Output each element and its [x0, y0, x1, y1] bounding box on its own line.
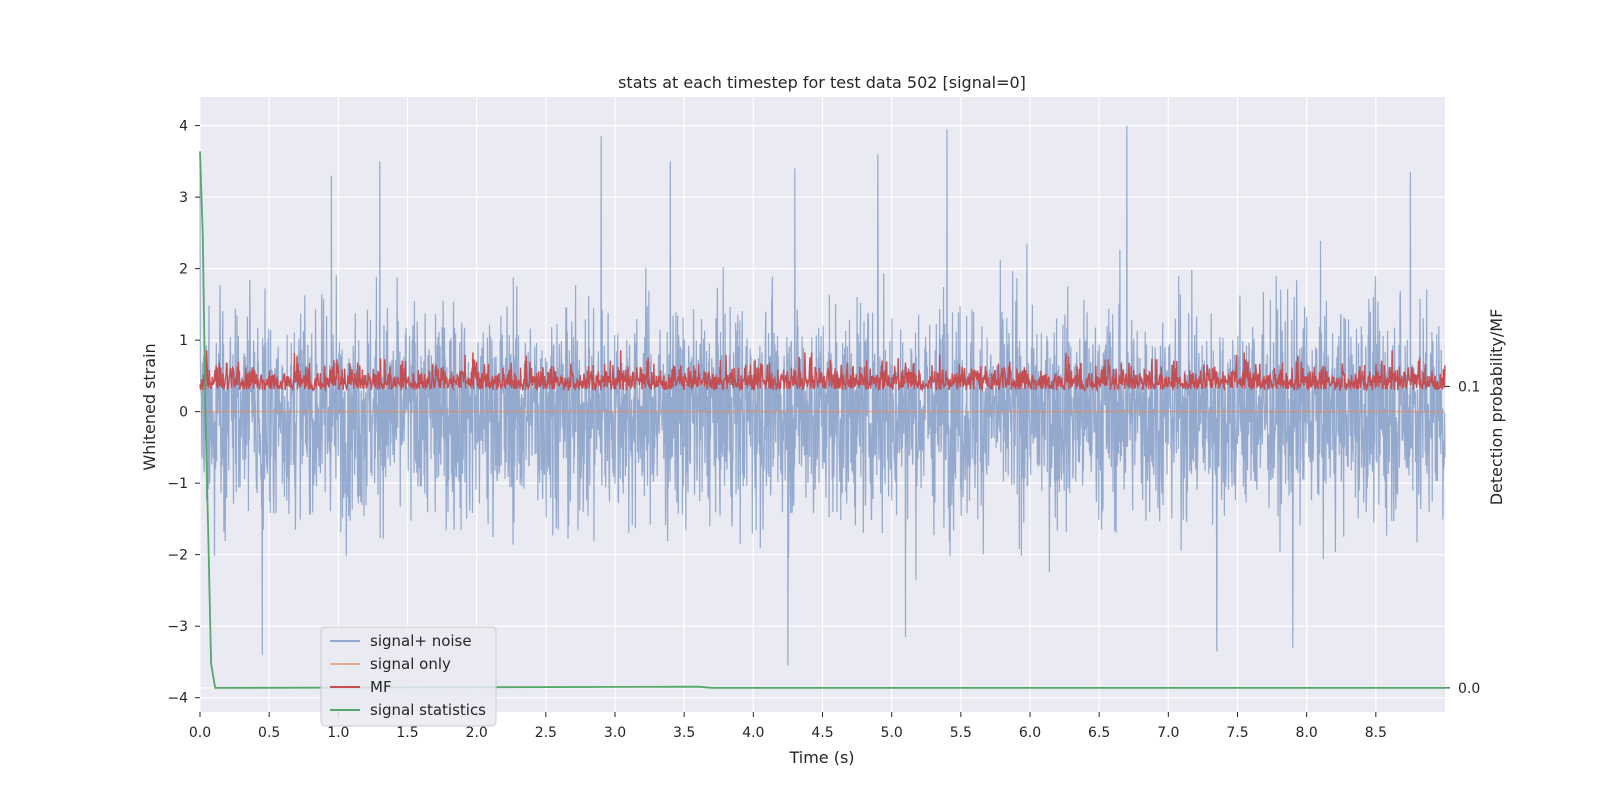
y-axis-label: Whitened strain — [140, 343, 159, 470]
y-tick-label: 0 — [179, 405, 188, 421]
legend-label-signal-noise: signal+ noise — [370, 632, 472, 650]
right-y-axis-label: Detection probability/MF — [1487, 309, 1506, 506]
chart-title: stats at each timestep for test data 502… — [618, 73, 1026, 92]
mf-series — [199, 350, 1446, 393]
x-tick-label: 8.0 — [1296, 725, 1318, 741]
y-tick-label: −2 — [167, 548, 188, 564]
x-tick-label: 8.5 — [1365, 725, 1387, 741]
y-tick-label: 3 — [179, 190, 188, 206]
y-tick-labels: 4 3 2 1 0 −1 −2 −3 −4 — [167, 119, 200, 707]
x-tick-label: 4.0 — [742, 725, 764, 741]
legend-label-mf: MF — [370, 678, 392, 696]
x-tick-label: 6.5 — [1088, 725, 1110, 741]
x-tick-label: 7.0 — [1157, 725, 1179, 741]
x-tick-label: 6.0 — [1019, 725, 1041, 741]
legend-label-signal-statistics: signal statistics — [370, 701, 486, 719]
x-tick-label: 1.5 — [396, 725, 418, 741]
plot-area — [199, 125, 1446, 689]
signal-statistics-series — [199, 151, 1445, 689]
legend-box — [320, 626, 497, 727]
legend-label-signal-only: signal only — [370, 655, 451, 673]
x-tick-label: 1.0 — [327, 725, 349, 741]
x-tick-label: 0.0 — [189, 725, 211, 741]
x-tick-label: 2.0 — [466, 725, 488, 741]
x-axis-label: Time (s) — [788, 748, 854, 767]
right-y-tick-label: 0.0 — [1458, 681, 1480, 697]
x-tick-label: 3.5 — [673, 725, 695, 741]
y-tick-label: 4 — [179, 119, 188, 135]
y-tick-label: −3 — [167, 619, 188, 635]
y-tick-label: 1 — [179, 333, 188, 349]
x-tick-label: 5.0 — [881, 725, 903, 741]
x-tick-label: 7.5 — [1226, 725, 1248, 741]
x-tick-label: 2.5 — [535, 725, 557, 741]
y-tick-label: −1 — [167, 476, 188, 492]
x-tick-label: 5.5 — [950, 725, 972, 741]
right-y-tick-labels: 0.1 0.0 — [1445, 379, 1480, 697]
legend: signal+ noise signal only MF signal stat… — [320, 626, 497, 727]
signal-noise-series — [199, 125, 1446, 666]
x-tick-labels: 0.0 0.5 1.0 1.5 2.0 2.5 3.0 3.5 4.0 4.5 5.0 5.5 6.0 6… — [189, 712, 1387, 741]
y-tick-label: −4 — [167, 691, 188, 707]
right-y-tick-label: 0.1 — [1458, 379, 1480, 395]
x-tick-label: 3.0 — [604, 725, 626, 741]
x-tick-label: 0.5 — [258, 725, 280, 741]
y-tick-label: 2 — [179, 262, 188, 278]
x-tick-label: 4.5 — [811, 725, 833, 741]
